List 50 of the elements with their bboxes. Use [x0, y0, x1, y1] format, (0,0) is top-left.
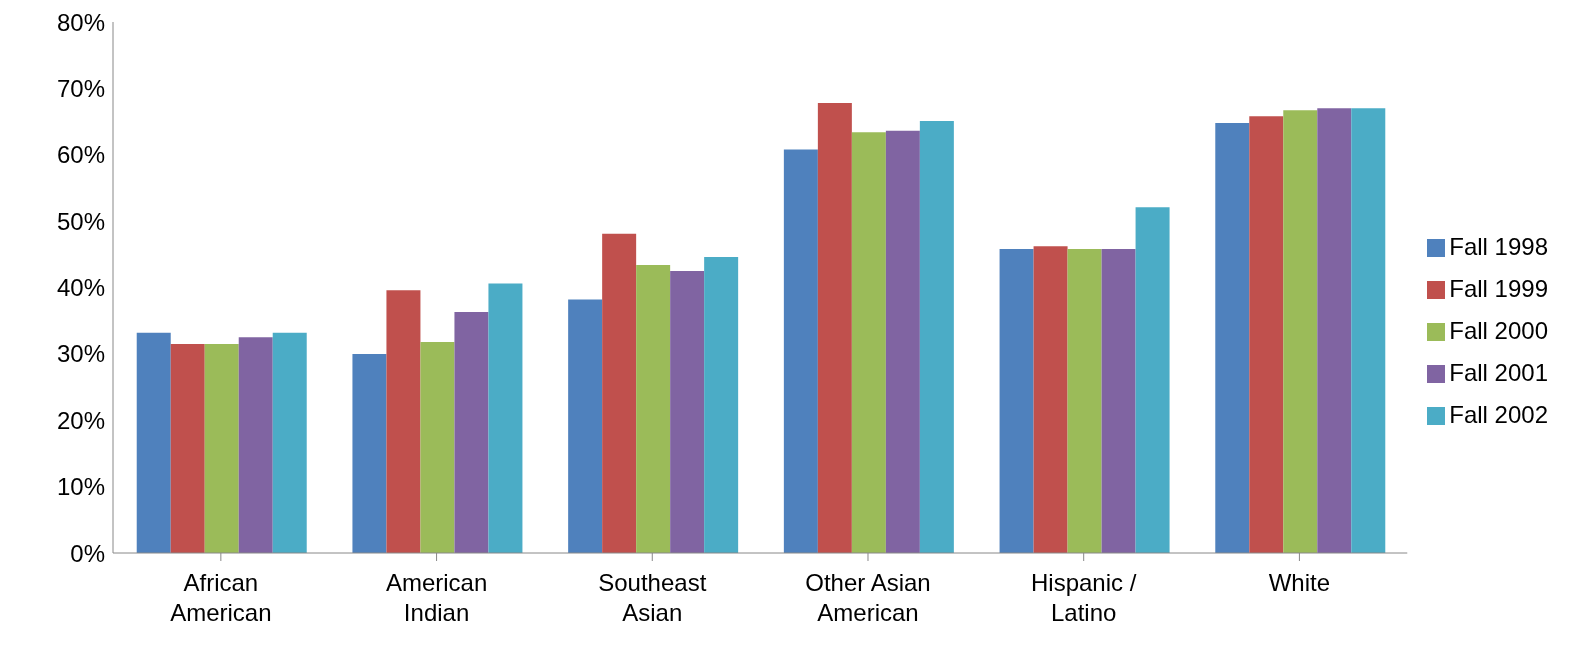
- bar: [1283, 110, 1318, 553]
- legend-label: Fall 1999: [1449, 274, 1548, 302]
- y-tick-label: 20%: [56, 406, 105, 434]
- bar: [783, 149, 818, 553]
- bar: [238, 337, 273, 553]
- bar: [204, 343, 239, 553]
- y-tick-label: 10%: [56, 473, 105, 501]
- bar: [136, 332, 171, 553]
- bar: [1317, 108, 1352, 553]
- bar: [1215, 122, 1250, 553]
- x-tick-label: Hispanic / Latino: [1031, 569, 1137, 626]
- x-tick-label: Other Asian American: [805, 569, 931, 626]
- bar: [817, 102, 852, 553]
- bar: [885, 130, 920, 553]
- x-tick-label: Southeast Asian: [598, 569, 707, 626]
- y-tick-label: 50%: [56, 207, 105, 235]
- x-tick-label: White: [1268, 569, 1331, 596]
- legend-label: Fall 2002: [1449, 400, 1548, 428]
- legend-label: Fall 1998: [1449, 232, 1548, 260]
- bar: [454, 312, 489, 553]
- bar: [352, 353, 387, 553]
- y-tick-label: 60%: [56, 141, 105, 169]
- bar: [602, 233, 637, 553]
- bar: [999, 249, 1034, 553]
- bar: [636, 264, 671, 553]
- x-tick-label: African American: [170, 569, 272, 626]
- bar: [1249, 116, 1284, 553]
- bar: [568, 299, 603, 553]
- y-tick-label: 40%: [56, 274, 105, 302]
- bar: [272, 332, 307, 553]
- bar: [704, 256, 739, 553]
- bar: [170, 343, 205, 553]
- legend-label: Fall 2000: [1449, 316, 1548, 344]
- bar: [1101, 249, 1136, 553]
- y-tick-label: 30%: [56, 340, 105, 368]
- y-tick-label: 80%: [56, 8, 105, 36]
- bar: [670, 270, 705, 553]
- bar: [488, 283, 523, 553]
- bar: [386, 290, 421, 553]
- bar: [1033, 246, 1068, 553]
- bar: [420, 341, 455, 553]
- bar: [919, 120, 954, 553]
- y-tick-label: 70%: [56, 74, 105, 102]
- bar: [851, 132, 886, 553]
- bar: [1067, 249, 1102, 553]
- legend-label: Fall 2001: [1449, 358, 1548, 386]
- x-tick-label: American Indian: [385, 569, 488, 626]
- y-tick-label: 0%: [70, 539, 105, 567]
- bar: [1135, 207, 1170, 553]
- bar: [1351, 108, 1386, 553]
